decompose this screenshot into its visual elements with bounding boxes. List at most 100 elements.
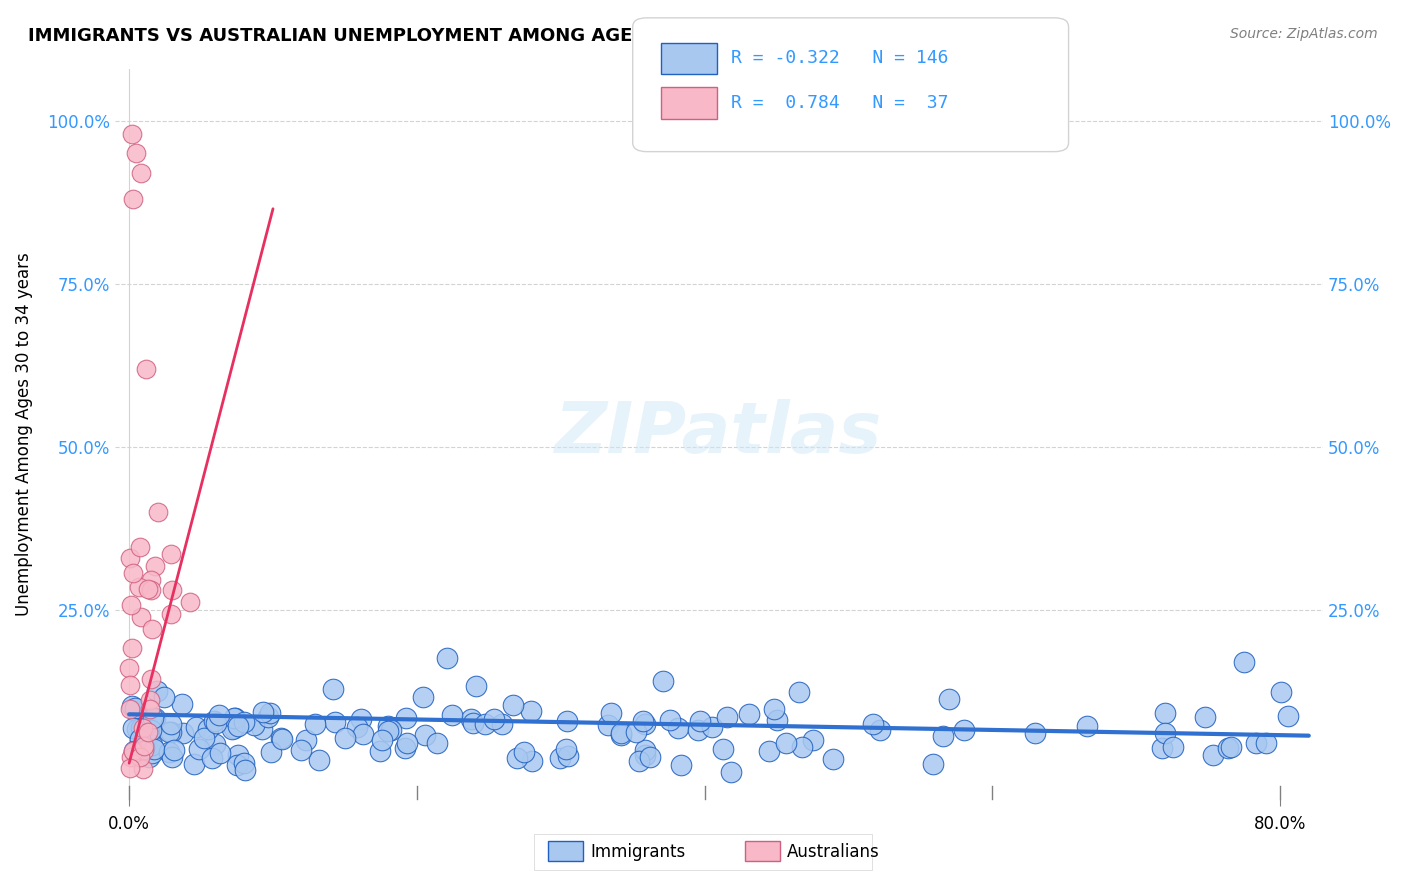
Point <box>1277 709 1299 723</box>
Point <box>1154 706 1177 720</box>
Point <box>170 697 193 711</box>
Point <box>121 699 143 714</box>
Point <box>122 721 145 735</box>
Point <box>921 756 943 771</box>
Point <box>711 742 734 756</box>
Text: 0.0%: 0.0% <box>108 815 150 833</box>
Point <box>188 742 211 756</box>
Point <box>141 582 163 597</box>
Point <box>1161 739 1184 754</box>
Point <box>260 745 283 759</box>
Point <box>271 731 294 746</box>
Point <box>368 744 391 758</box>
Point <box>233 714 256 729</box>
Point <box>118 661 141 675</box>
Point <box>226 747 249 762</box>
Point <box>557 749 579 764</box>
Point <box>426 736 449 750</box>
Point <box>548 751 571 765</box>
Point <box>461 715 484 730</box>
Point <box>204 737 226 751</box>
Point <box>869 723 891 738</box>
Point <box>308 753 330 767</box>
Point <box>129 721 152 735</box>
Point <box>1024 725 1046 739</box>
Point <box>371 733 394 747</box>
Point <box>775 736 797 750</box>
Point <box>624 725 647 739</box>
Point <box>132 740 155 755</box>
Point <box>634 743 657 757</box>
Point <box>120 598 142 612</box>
Point <box>513 745 536 759</box>
Point <box>122 744 145 758</box>
Point <box>377 723 399 738</box>
Point <box>762 702 785 716</box>
Point <box>135 361 157 376</box>
Point <box>162 583 184 598</box>
Point <box>720 765 742 780</box>
Point <box>1201 747 1223 762</box>
Point <box>474 716 496 731</box>
Point <box>349 712 371 726</box>
Point <box>1076 719 1098 733</box>
Point <box>346 720 368 734</box>
Point <box>128 731 150 746</box>
Point <box>124 701 146 715</box>
Point <box>640 750 662 764</box>
Point <box>520 704 543 718</box>
Point <box>600 706 623 721</box>
Point <box>120 761 142 775</box>
Point <box>135 717 157 731</box>
Point <box>380 723 402 738</box>
Point <box>522 754 544 768</box>
Point <box>953 723 976 737</box>
Point <box>610 725 633 739</box>
Point <box>141 672 163 686</box>
Point <box>157 725 180 739</box>
Point <box>121 641 143 656</box>
Point <box>270 731 292 745</box>
Point <box>204 715 226 730</box>
Point <box>129 166 152 180</box>
Point <box>160 716 183 731</box>
Point <box>1233 655 1256 669</box>
Point <box>157 745 180 759</box>
Point <box>1254 736 1277 750</box>
Point <box>160 750 183 764</box>
Point <box>634 747 657 762</box>
Point <box>502 698 524 713</box>
Point <box>134 739 156 753</box>
Point <box>821 751 844 765</box>
Point <box>136 582 159 596</box>
Point <box>221 723 243 737</box>
Point <box>938 692 960 706</box>
Point <box>139 693 162 707</box>
Point <box>716 710 738 724</box>
Point <box>440 708 463 723</box>
Point <box>225 758 247 772</box>
Point <box>252 705 274 719</box>
Point <box>209 746 232 760</box>
Point <box>651 673 673 688</box>
Point <box>122 192 145 206</box>
Point <box>491 716 513 731</box>
Point <box>131 610 153 624</box>
Point <box>132 721 155 735</box>
Point <box>250 722 273 736</box>
Point <box>184 720 207 734</box>
Point <box>139 701 162 715</box>
Point <box>128 580 150 594</box>
Text: ZIPatlas: ZIPatlas <box>555 400 883 468</box>
Point <box>179 594 201 608</box>
Point <box>700 720 723 734</box>
Point <box>686 723 709 737</box>
Point <box>125 705 148 719</box>
Point <box>1194 710 1216 724</box>
Point <box>304 717 326 731</box>
Text: R = -0.322   N = 146: R = -0.322 N = 146 <box>731 49 949 67</box>
Point <box>801 733 824 747</box>
Point <box>124 744 146 758</box>
Point <box>224 721 246 735</box>
Point <box>136 725 159 739</box>
